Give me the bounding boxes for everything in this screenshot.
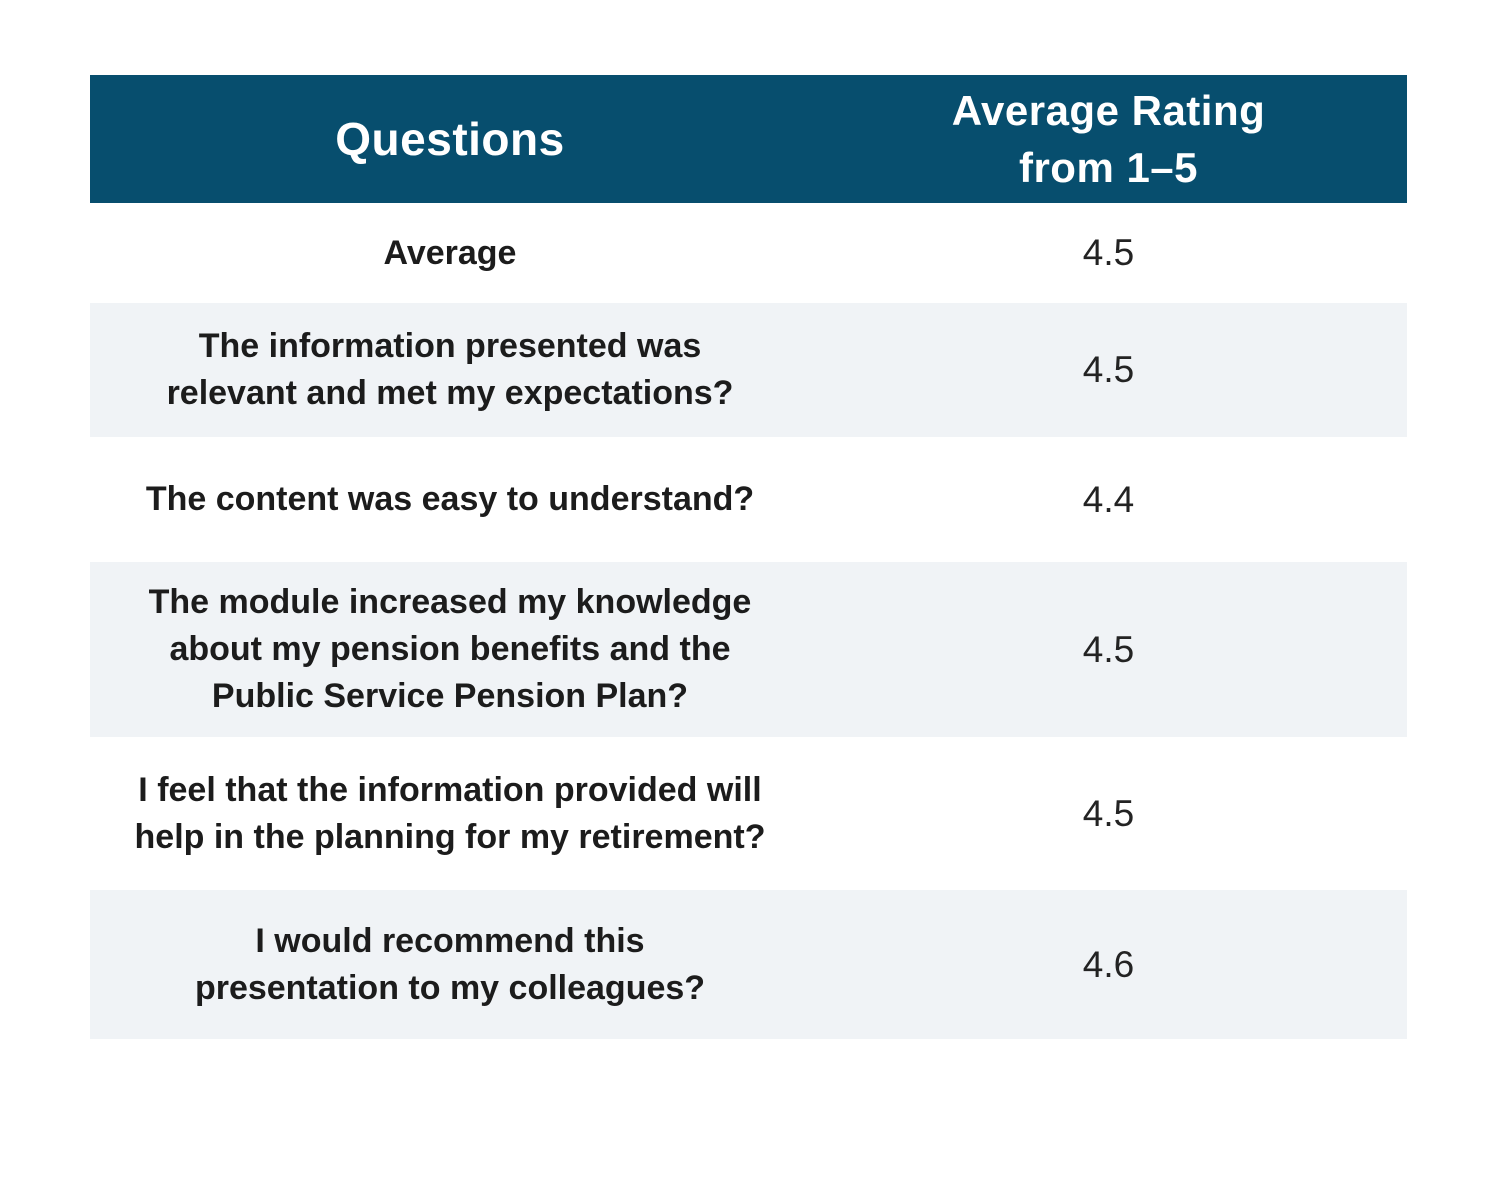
- rating-cell: 4.5: [1082, 232, 1135, 273]
- table-row: The information presented was relevant an…: [90, 303, 1407, 437]
- table-header: Questions Average Rating from 1–5: [90, 75, 1407, 203]
- rating-cell: 4.5: [1082, 792, 1135, 834]
- question-cell: I feel that the information provided wil…: [134, 770, 766, 856]
- question-cell: Average: [383, 233, 517, 272]
- table-row: The module increased my knowledge about m…: [90, 562, 1407, 737]
- question-cell: I would recommend this presentation to my…: [194, 921, 706, 1007]
- question-cell: The module increased my knowledge about m…: [148, 583, 752, 715]
- header-questions-label: Questions: [335, 113, 565, 165]
- questions-table: Questions Average Rating from 1–5 Average…: [90, 75, 1407, 1039]
- table-row: Average 4.5: [90, 203, 1407, 303]
- rating-cell: 4.5: [1082, 349, 1135, 390]
- rating-cell: 4.5: [1082, 628, 1135, 670]
- table-row: The content was easy to understand? 4.4: [90, 437, 1407, 562]
- rating-cell: 4.6: [1082, 943, 1135, 985]
- rating-cell: 4.4: [1082, 478, 1135, 520]
- question-cell: The content was easy to understand?: [145, 480, 755, 518]
- header-rating-label: Average Rating from 1–5: [951, 87, 1266, 191]
- question-cell: The information presented was relevant an…: [166, 327, 734, 412]
- table-row: I would recommend this presentation to my…: [90, 890, 1407, 1039]
- table-body: Average 4.5 The information presented wa…: [90, 203, 1407, 1039]
- table-row: I feel that the information provided wil…: [90, 737, 1407, 890]
